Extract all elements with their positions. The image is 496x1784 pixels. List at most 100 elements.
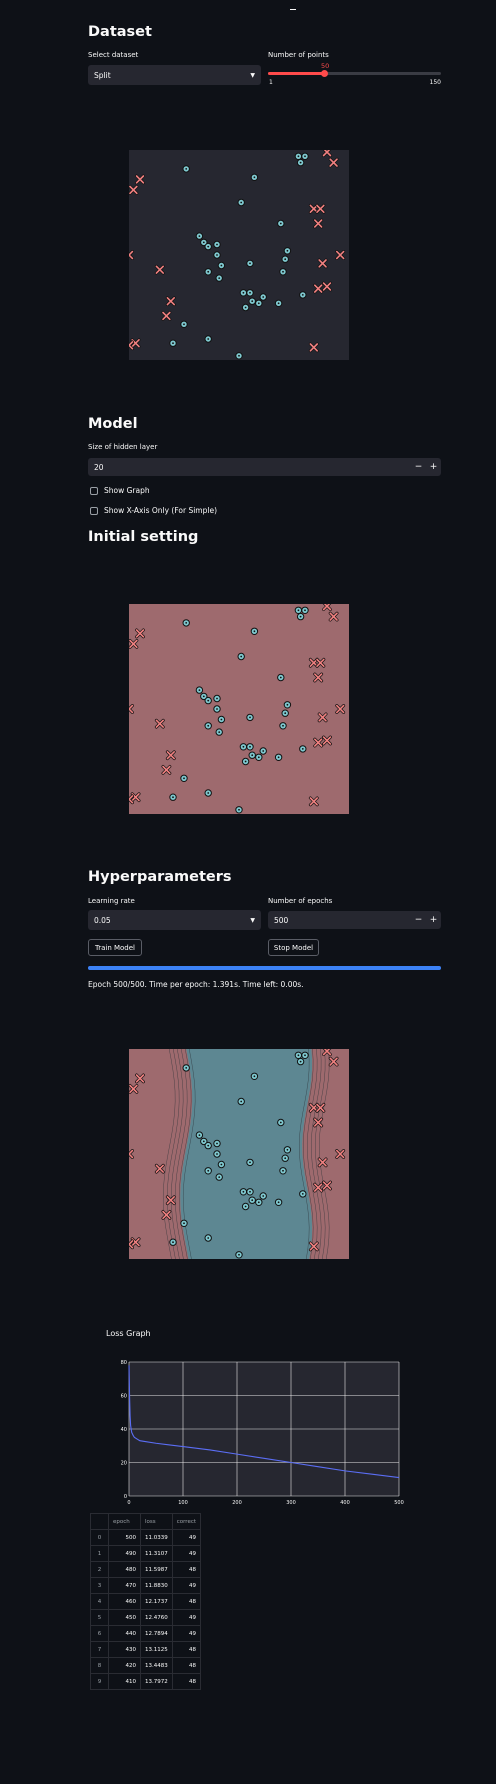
blue-point-center (279, 1121, 282, 1124)
table-header-cell[interactable]: correct (171, 1513, 202, 1530)
show-xaxis-checkbox[interactable]: Show X-Axis Only (For Simple) (90, 506, 217, 515)
blue-point-center (301, 1193, 304, 1195)
table-row[interactable]: 7 430 13.1125 48 (90, 1641, 202, 1658)
points-slider-value: 50 (321, 62, 330, 70)
red-point (328, 1056, 339, 1067)
blue-point-center (216, 1153, 218, 1155)
blue-point-center (240, 1100, 243, 1103)
x-tick-label: 0 (127, 1500, 130, 1506)
train-model-button[interactable]: Train Model (88, 939, 142, 956)
epochs-decrement-button[interactable]: − (414, 915, 423, 925)
row-index-cell: 9 (90, 1673, 109, 1690)
training-status: Epoch 500/500. Time per epoch: 1.391s. T… (88, 980, 304, 989)
results-table: epoch loss correct 0 500 11.0339 49 1 490 11.310… (90, 1513, 202, 1690)
table-header-cell[interactable]: epoch (108, 1513, 141, 1530)
dataset-select[interactable]: Split ▼ (88, 65, 261, 85)
blue-point-center (242, 745, 245, 748)
blue-point-center (242, 291, 245, 294)
blue-point-center (279, 222, 282, 225)
blue-point-center (251, 754, 254, 757)
contour-line (318, 1049, 330, 1259)
table-row[interactable]: 4 460 12.1737 48 (90, 1593, 202, 1610)
blue-point-center (257, 1201, 260, 1204)
red-point (165, 1195, 176, 1206)
table-cell: 11.3107 (140, 1545, 173, 1562)
stop-model-button[interactable]: Stop Model (268, 939, 319, 956)
blue-point-center (198, 235, 201, 237)
blue-point-center (216, 697, 218, 700)
blue-point-center (238, 808, 240, 811)
points-slider-thumb[interactable] (321, 70, 329, 77)
table-row[interactable]: 5 450 12.4760 49 (90, 1609, 202, 1626)
table-row[interactable]: 9 410 13.7972 48 (90, 1673, 202, 1690)
red-point (322, 281, 332, 292)
hidden-layer-input[interactable]: 20 − + (88, 458, 441, 476)
show-graph-box[interactable] (90, 486, 98, 495)
show-xaxis-box[interactable] (90, 506, 98, 515)
blue-point-center (238, 1253, 240, 1256)
blue-point-center (218, 731, 221, 733)
blue-point-center (251, 1199, 254, 1202)
table-cell: 13.1125 (140, 1641, 173, 1658)
table-cell: 13.7972 (140, 1673, 173, 1690)
blue-point-center (282, 270, 284, 273)
blue-point-center (220, 718, 223, 721)
red-point (154, 718, 165, 729)
results-table-wrap: epoch loss correct 0 500 11.0339 49 1 490 11.310… (90, 1513, 202, 1690)
results-table-header-row: epoch loss correct (90, 1513, 202, 1530)
loss-graph-chart: 0 100 200 300 400 500 0 20 40 60 80 (121, 1360, 404, 1506)
blue-point-center (297, 155, 300, 158)
blue-point-center (249, 716, 251, 719)
show-xaxis-label: Show X-Axis Only (For Simple) (104, 506, 217, 515)
table-row[interactable]: 6 440 12.7894 49 (90, 1625, 202, 1642)
hidden-layer-value: 20 (94, 462, 104, 472)
blue-point-center (183, 323, 185, 326)
table-cell: 460 (108, 1593, 141, 1610)
dataset-select-value: Split (94, 70, 111, 80)
hidden-increment-button[interactable]: + (429, 462, 438, 472)
blue-point-center (202, 695, 205, 698)
loss-series-line (128, 1365, 400, 1479)
table-header-cell[interactable] (90, 1513, 109, 1530)
points-slider[interactable]: 50 1 150 (268, 62, 441, 86)
blue-point-center (297, 1054, 300, 1057)
blue-point-center (185, 1067, 188, 1069)
epochs-value: 500 (274, 915, 289, 925)
hidden-decrement-button[interactable]: − (414, 462, 423, 472)
contour-line (166, 1049, 180, 1259)
blue-point-center (253, 630, 256, 633)
table-header-cell[interactable]: loss (140, 1513, 173, 1530)
red-point (129, 1149, 134, 1159)
row-index-cell: 5 (90, 1609, 109, 1626)
contour-line (310, 1049, 322, 1259)
blue-point-center (218, 1176, 221, 1178)
table-row[interactable]: 3 470 11.8830 49 (90, 1577, 202, 1594)
table-row[interactable]: 8 420 13.4483 48 (90, 1657, 202, 1674)
table-cell: 49 (171, 1609, 202, 1626)
blue-point-center (262, 750, 265, 752)
contour-line (306, 1049, 318, 1259)
red-point (161, 765, 172, 775)
epochs-label: Number of epochs (268, 897, 333, 905)
row-index-cell: 2 (90, 1561, 109, 1578)
learning-rate-select[interactable]: 0.05 ▼ (88, 910, 261, 930)
epochs-increment-button[interactable]: + (429, 915, 438, 925)
table-cell: 48 (171, 1673, 202, 1690)
epochs-input[interactable]: 500 − + (268, 911, 441, 929)
show-graph-checkbox[interactable]: Show Graph (90, 486, 150, 495)
table-cell: 12.7894 (140, 1625, 173, 1642)
red-point (154, 264, 165, 275)
red-point (335, 250, 346, 260)
table-cell: 48 (171, 1593, 202, 1610)
blue-point-center (249, 1190, 251, 1193)
hidden-layer-label: Size of hidden layer (88, 443, 158, 451)
blue-point-center (183, 777, 185, 780)
blue-point-center (277, 1201, 280, 1204)
initial-heading: Initial setting (88, 529, 199, 545)
table-row[interactable]: 0 500 11.0339 49 (90, 1529, 202, 1546)
table-cell: 49 (171, 1529, 202, 1546)
table-row[interactable]: 1 490 11.3107 49 (90, 1545, 202, 1562)
blue-point-center (207, 1237, 210, 1239)
table-cell: 48 (171, 1641, 202, 1658)
table-row[interactable]: 2 480 11.5987 48 (90, 1561, 202, 1578)
